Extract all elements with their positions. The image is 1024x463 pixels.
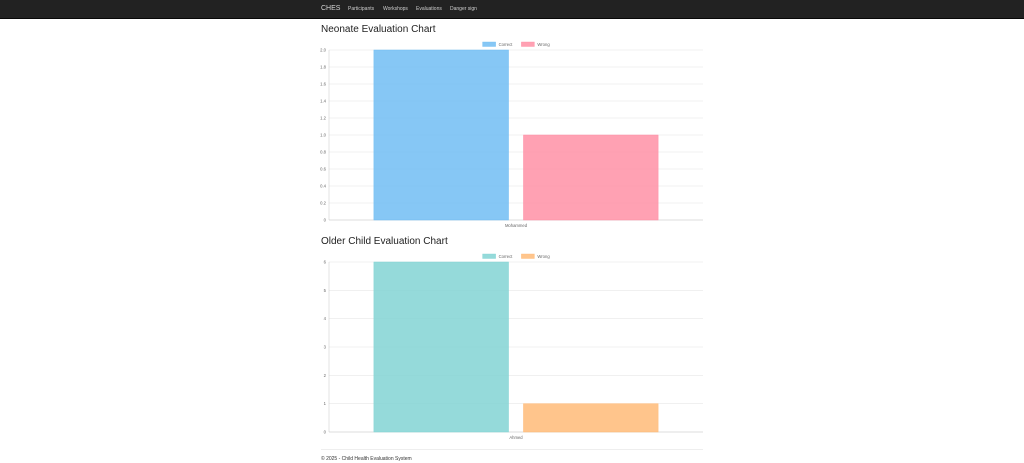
neonate-evaluation-chart: 0 0.2 0.4 0.6 0.8 1.0 1.2 1.4 1.6 1.8 2.0 Correct Wr… <box>320 41 703 228</box>
legend-swatch-correct <box>482 253 496 259</box>
y-tick-label: 2.0 <box>320 48 326 53</box>
bar-wrong <box>523 403 659 433</box>
legend-swatch-correct <box>482 41 496 47</box>
y-tick-label: 0 <box>324 218 327 223</box>
y-tick-label: 3 <box>324 345 327 350</box>
older-child-chart-title: Older Child Evaluation Chart <box>321 236 448 247</box>
brand-link[interactable]: CHES <box>321 5 341 12</box>
y-tick-label: 1.4 <box>320 99 326 104</box>
y-tick-label: 0.2 <box>320 201 326 206</box>
legend-swatch-wrong <box>521 41 535 47</box>
y-tick-label: 1.2 <box>320 116 326 121</box>
y-tick-label: 0.4 <box>320 184 326 189</box>
y-tick-label: 1.8 <box>320 65 326 70</box>
y-tick-label: 2 <box>324 373 327 378</box>
older-child-evaluation-chart: 0 1 2 3 4 5 6 Correct Wrong Ahmed <box>324 253 703 440</box>
bar-correct <box>373 261 509 433</box>
legend-label-wrong: Wrong <box>537 42 550 47</box>
y-tick-label: 4 <box>324 316 327 321</box>
legend-label-correct: Correct <box>499 254 514 259</box>
y-tick-label: 5 <box>324 288 327 293</box>
x-tick-label: Mohammed <box>505 223 528 228</box>
legend-label-wrong: Wrong <box>537 254 550 259</box>
nav-danger-sign[interactable]: Danger sign <box>450 6 477 12</box>
x-tick-label: Ahmed <box>509 435 523 440</box>
y-tick-label: 1.0 <box>320 133 326 138</box>
navbar: CHES Participants Workshops Evaluations … <box>0 0 1024 19</box>
y-tick-label: 0.6 <box>320 167 326 172</box>
nav-participants[interactable]: Participants <box>348 6 375 12</box>
footer-divider <box>321 449 703 450</box>
footer-copyright: © 2025 - Child Health Evaluation System <box>321 456 412 462</box>
legend-swatch-wrong <box>521 253 535 259</box>
bar-wrong <box>523 134 659 221</box>
y-tick-label: 0.8 <box>320 150 326 155</box>
nav-workshops[interactable]: Workshops <box>383 6 408 12</box>
bar-correct <box>373 49 509 221</box>
nav-evaluations[interactable]: Evaluations <box>416 6 442 12</box>
neonate-chart-title: Neonate Evaluation Chart <box>321 24 436 35</box>
y-tick-label: 1.6 <box>320 82 326 87</box>
y-tick-label: 0 <box>324 430 327 435</box>
y-tick-label: 6 <box>324 260 327 265</box>
y-tick-label: 1 <box>324 401 327 406</box>
legend-label-correct: Correct <box>499 42 514 47</box>
